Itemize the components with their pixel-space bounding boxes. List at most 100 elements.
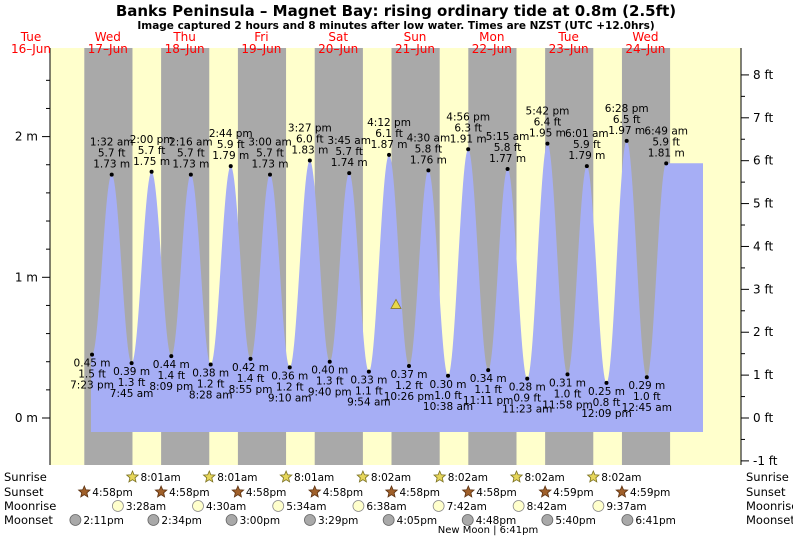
sunrise-icon [202,469,217,483]
moonrise-icon [352,500,365,512]
tide-point [466,147,471,152]
tide-curve [91,141,703,432]
moonset-time: 2:11pm [83,515,123,527]
high-tide-m: 1.74 m [331,157,368,169]
row-label-right: Moonset [746,513,793,527]
moonset-icon [304,514,316,526]
y-right-tick-label: 4 ft [753,239,773,253]
tide-point [149,169,154,174]
high-tide-ft: 5.7 ft [256,148,284,160]
tide-point [208,362,213,367]
sunrise-time: 8:02am [371,472,411,484]
low-tide-ft: 0.8 ft [593,397,621,409]
moonrise-icon [592,500,605,512]
high-tide-ft: 5.9 ft [652,136,680,148]
moonset-time: 4:05pm [397,515,437,527]
low-tide-ft: 1.0 ft [633,391,661,403]
low-tide-time: 9:54 am [347,397,391,409]
low-tide-ft: 1.3 ft [118,377,146,389]
low-tide-time: 9:40 pm [308,387,352,399]
high-tide-m: 1.91 m [450,133,487,145]
sunset-icon [538,484,552,498]
sunrise-time: 8:02am [448,472,488,484]
high-tide-ft: 5.7 ft [177,148,205,160]
high-tide-m: 1.77 m [489,153,526,165]
low-tide-m: 0.30 m [430,379,467,391]
low-tide-m: 0.31 m [549,377,586,389]
row-label-right: Sunset [746,485,786,499]
high-tide-m: 1.75 m [133,156,170,168]
low-tide-time: 12:45 am [622,402,672,414]
low-tide-m: 0.42 m [232,362,269,374]
day-name: Tue [557,30,579,44]
sunset-icon [231,484,245,498]
high-tide-time: 6:28 pm [605,103,649,115]
sunrise-icon [586,469,600,483]
high-tide-ft: 6.3 ft [454,122,482,134]
low-tide-ft: 1.2 ft [276,381,304,393]
moonset-time: 3:29pm [318,515,358,527]
low-tide-m: 0.45 m [74,358,111,370]
day-date: 22–Jun [472,42,512,56]
row-label-left: Sunset [4,485,44,499]
low-tide-time: 11:11 pm [463,395,514,407]
sunrise-icon [509,469,524,483]
tide-point [109,172,114,177]
high-tide-time: 3:45 am [327,135,371,147]
sunset-time: 4:59pm [553,487,593,499]
day-date: 21–Jun [395,42,435,56]
low-tide-time: 8:09 pm [149,381,193,393]
low-tide-m: 0.34 m [470,373,507,385]
high-tide-ft: 6.4 ft [534,117,562,129]
moonrise-icon [272,500,285,512]
low-tide-time: 7:23 pm [70,380,114,392]
tide-point [604,380,609,385]
moonset-time: 5:40pm [555,515,595,527]
moonset-time: 2:34pm [161,515,201,527]
tide-point [545,141,550,146]
y-right-tick-label: 3 ft [753,282,773,296]
low-tide-time: 8:55 pm [229,384,273,396]
tide-point [228,164,233,169]
low-tide-ft: 1.4 ft [237,373,265,385]
sunrise-time: 8:02am [525,472,565,484]
moonrise-icon [432,500,445,512]
tide-point [387,152,392,157]
day-date: 24–Jun [625,42,665,56]
sunset-time: 4:58pm [323,487,363,499]
sunset-icon [77,484,91,498]
tide-point [584,164,589,169]
high-tide-time: 6:01 am [565,128,609,140]
moonrise-time: 4:30am [206,501,246,513]
tide-point [347,171,352,176]
sunset-time: 4:58pm [399,487,439,499]
low-tide-time: 12:09 pm [581,408,632,420]
moonset-icon [147,514,160,526]
low-tide-ft: 1.1 ft [355,386,383,398]
moonrise-icon [111,500,124,512]
low-tide-ft: 1.0 ft [554,388,582,400]
high-tide-m: 1.95 m [529,128,566,140]
sunset-icon [461,484,475,498]
day-name: Wed [95,30,121,44]
moonrise-time: 3:28am [126,501,166,513]
low-tide-m: 0.40 m [311,365,348,377]
low-tide-m: 0.25 m [588,386,625,398]
high-tide-m: 1.73 m [252,159,289,171]
sunrise-time: 8:01am [217,472,257,484]
day-name: Thu [172,30,196,44]
tide-point [169,354,174,359]
moonrise-time: 5:34am [286,501,326,513]
moonset-time: 3:00pm [240,515,280,527]
sunset-time: 4:58pm [92,487,132,499]
moonrise-icon [512,500,525,512]
tide-point [248,356,253,361]
moonset-time: 4:48pm [476,515,516,527]
axes: 0 m 1 m 2 m -1 ft 0 ft 1 ft 2 ft 3 ft 4 ft 5 ft 6 … [15,48,778,468]
tide-point [446,373,451,378]
tide-point [525,376,530,381]
y-left-tick-label: 1 m [15,270,38,284]
low-tide-ft: 1.2 ft [197,379,225,391]
low-tide-ft: 1.5 ft [78,369,106,381]
